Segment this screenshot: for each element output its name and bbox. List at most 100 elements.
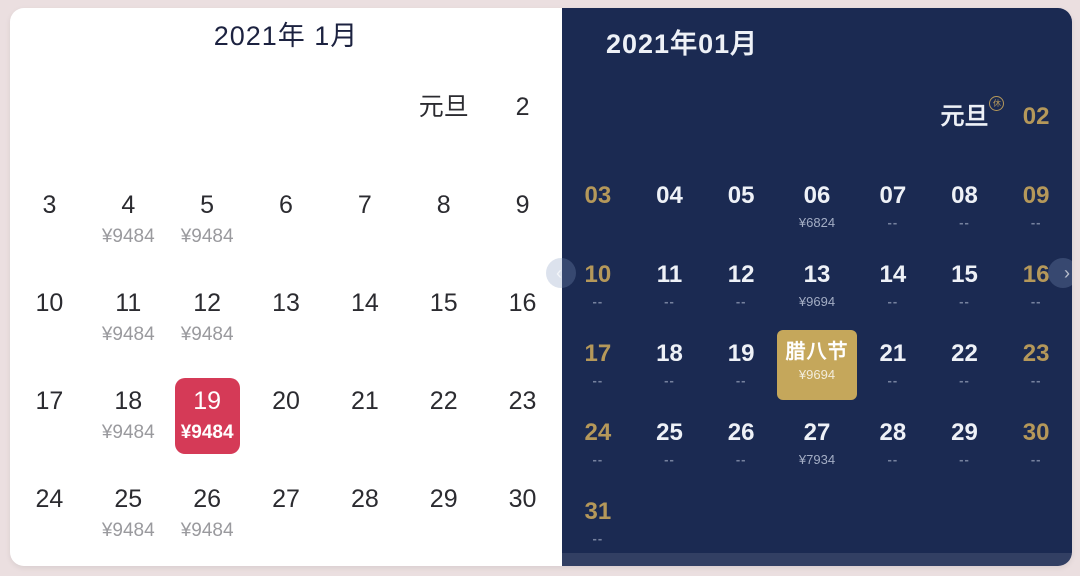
day-content: 22 [412, 378, 476, 426]
left-calendar-day-cell[interactable]: 21 [325, 368, 404, 466]
right-calendar-day-cell[interactable]: 06 ¥6824 [777, 163, 857, 242]
no-price-dash: -- [959, 373, 970, 388]
right-calendar-day-cell[interactable]: 04 [634, 163, 706, 242]
left-calendar-day-cell[interactable]: 19 ¥9484 [168, 368, 247, 466]
no-price-dash: -- [1030, 452, 1042, 467]
left-calendar-day-cell[interactable]: 18 ¥9484 [89, 368, 168, 466]
no-price-dash: -- [592, 531, 604, 546]
right-calendar-day-cell[interactable]: 07 -- [857, 163, 929, 242]
right-calendar-day-cell[interactable]: 13 ¥9694 [777, 242, 857, 321]
right-calendar-day-cell[interactable]: 02 [1000, 84, 1072, 163]
price-label: ¥9484 [180, 520, 234, 541]
right-calendar-day-cell[interactable]: 19 -- [705, 321, 777, 400]
left-calendar-day-cell[interactable]: 元旦 [404, 74, 483, 172]
day-content: 5 ¥9484 [175, 182, 240, 258]
left-calendar-day-cell[interactable]: 10 [10, 270, 89, 368]
right-calendar-day-cell[interactable]: 16 -- [1000, 242, 1072, 321]
day-content: 27 [254, 476, 318, 524]
right-calendar-day-cell[interactable]: 24 -- [562, 400, 634, 479]
price-label: ¥9694 [798, 367, 836, 382]
no-price-dash: -- [735, 373, 747, 388]
right-calendar-day-cell[interactable]: 23 -- [1000, 321, 1072, 400]
left-calendar-day-cell[interactable]: 6 [247, 172, 326, 270]
day-content: 18 ¥9484 [96, 378, 161, 454]
left-calendar-day-cell[interactable]: 30 [483, 466, 562, 564]
day-content: 12 ¥9484 [175, 280, 240, 356]
left-calendar-day-cell[interactable]: 7 [325, 172, 404, 270]
day-number: 30 [1022, 419, 1050, 446]
left-calendar-day-cell[interactable]: 28 [325, 466, 404, 564]
left-calendar-day-cell[interactable]: 22 [404, 368, 483, 466]
right-calendar-day-cell[interactable]: 17 -- [562, 321, 634, 400]
no-price-dash: -- [592, 294, 604, 309]
day-content: 17 -- [584, 339, 611, 389]
right-calendar-day-cell[interactable]: 腊八节 ¥9694 [776, 321, 857, 400]
day-content: 08 -- [951, 181, 978, 231]
right-calendar-day-cell[interactable]: 25 -- [634, 400, 706, 479]
right-calendar-day-cell[interactable]: 03 [562, 163, 634, 242]
left-calendar-day-cell[interactable]: 15 [404, 270, 483, 368]
day-number: 23 [1022, 340, 1050, 367]
right-calendar-day-cell[interactable]: 26 -- [705, 400, 777, 479]
left-calendar-day-cell[interactable]: 17 [10, 368, 89, 466]
day-number: 24 [35, 485, 64, 513]
left-calendar-day-cell[interactable]: 14 [325, 270, 404, 368]
left-calendar-day-cell[interactable]: 27 [247, 466, 326, 564]
day-content: 元旦休 [940, 96, 1005, 132]
day-content: 11 ¥9484 [96, 280, 161, 356]
right-calendar-day-cell[interactable]: 元旦休 [929, 84, 1005, 163]
right-calendar-day-cell[interactable]: 31 -- [562, 479, 634, 558]
right-calendar-day-cell[interactable]: 30 -- [1000, 400, 1072, 479]
left-calendar-day-cell[interactable]: 25 ¥9484 [89, 466, 168, 564]
right-calendar-day-cell[interactable]: 27 ¥7934 [777, 400, 857, 479]
left-calendar-day-cell[interactable]: 20 [247, 368, 326, 466]
day-number: 18 [114, 387, 143, 415]
day-content: 4 ¥9484 [96, 182, 161, 258]
right-calendar-day-cell[interactable]: 05 [705, 163, 777, 242]
right-calendar-day-cell[interactable]: 15 -- [929, 242, 1001, 321]
left-calendar-day-cell[interactable]: 3 [10, 172, 89, 270]
day-number: 14 [879, 261, 907, 288]
day-number: 10 [584, 261, 612, 288]
prev-month-chevron-icon[interactable]: ‹ [546, 258, 576, 288]
day-number: 22 [429, 387, 458, 415]
right-calendar-day-cell[interactable]: 10 -- [562, 242, 634, 321]
left-calendar-day-cell[interactable]: 13 [247, 270, 326, 368]
day-number: 28 [879, 419, 907, 446]
right-calendar-day-cell[interactable]: 08 -- [929, 163, 1001, 242]
no-price-dash: -- [959, 294, 970, 309]
right-calendar-day-cell[interactable]: 28 -- [857, 400, 929, 479]
left-calendar-day-cell[interactable]: 2 [483, 74, 562, 172]
day-number: 06 [803, 182, 831, 209]
day-content: 24 [17, 476, 81, 524]
left-calendar-day-cell[interactable]: 8 [404, 172, 483, 270]
right-calendar-day-cell[interactable]: 11 -- [634, 242, 706, 321]
left-calendar-day-cell[interactable]: 11 ¥9484 [89, 270, 168, 368]
left-calendar-day-cell[interactable]: 23 [483, 368, 562, 466]
left-calendar-day-cell[interactable]: 12 ¥9484 [168, 270, 247, 368]
day-number: 16 [1022, 261, 1050, 288]
right-calendar-day-cell[interactable]: 18 -- [634, 321, 706, 400]
day-number: 04 [656, 182, 683, 209]
left-calendar-day-cell[interactable]: 29 [404, 466, 483, 564]
right-calendar-day-cell[interactable]: 29 -- [929, 400, 1001, 479]
left-calendar-day-cell[interactable]: 9 [483, 172, 562, 270]
day-number: 22 [951, 340, 978, 367]
right-calendar-day-cell[interactable]: 09 -- [1000, 163, 1072, 242]
left-calendar-day-cell[interactable]: 4 ¥9484 [89, 172, 168, 270]
right-calendar-day-cell[interactable]: 21 -- [857, 321, 929, 400]
right-calendar-day-cell[interactable]: 22 -- [929, 321, 1001, 400]
left-calendar-day-cell[interactable]: 24 [10, 466, 89, 564]
right-calendar-day-cell[interactable]: 12 -- [705, 242, 777, 321]
left-calendar-day-cell[interactable]: 5 ¥9484 [168, 172, 247, 270]
left-calendar-day-cell[interactable]: 26 ¥9484 [168, 466, 247, 564]
day-content: 元旦 [412, 84, 476, 132]
right-calendar-day-cell[interactable]: 14 -- [857, 242, 929, 321]
left-calendar-day-cell[interactable]: 16 [483, 270, 562, 368]
next-month-chevron-icon[interactable]: › [1048, 258, 1072, 288]
day-number: 31 [584, 498, 612, 525]
day-content: 7 [333, 182, 397, 230]
no-price-dash: -- [664, 373, 675, 388]
no-price-dash: -- [959, 452, 970, 467]
navy-price-calendar-panel: 2021年01月 元旦休 02 03 04 05 06 ¥6824 07 -- 08 -- 09 -- 1… [546, 8, 1072, 566]
